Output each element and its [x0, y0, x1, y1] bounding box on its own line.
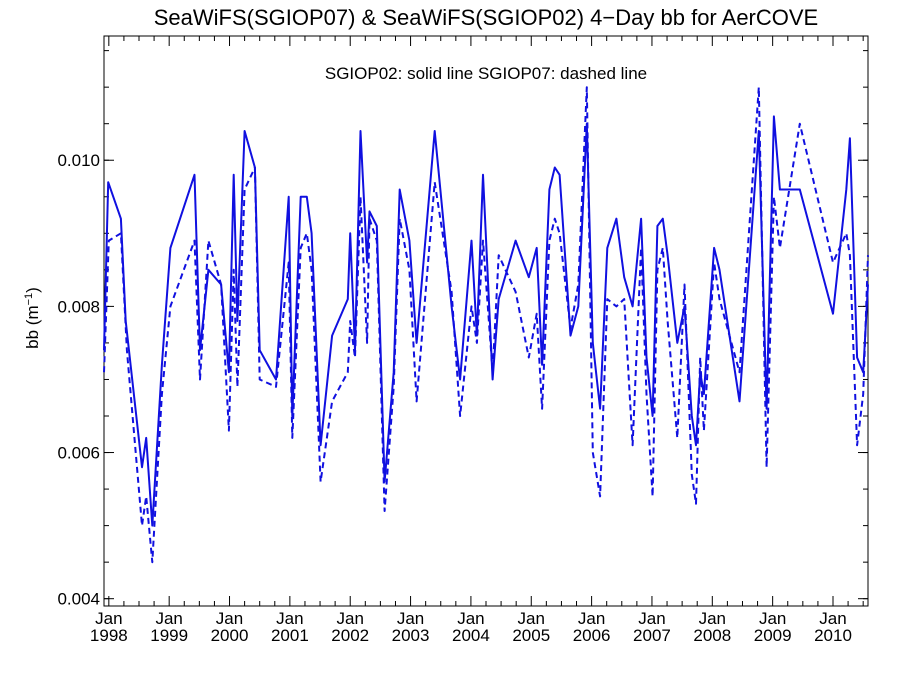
y-axis-label-close: ) [23, 287, 42, 293]
y-axis-label-exponent: −1 [23, 293, 35, 306]
x-axis: Jan1998Jan1999Jan2000Jan2001Jan2002Jan20… [90, 36, 864, 645]
x-tick-year-label: 2010 [814, 626, 852, 645]
y-axis: 0.004 0.006 0.008 0.010 [57, 50, 868, 609]
series-line-sgiop07 [103, 86, 869, 564]
x-tick-month-label: Jan [95, 609, 122, 628]
x-tick-year-label: 1998 [90, 626, 128, 645]
x-tick-month-label: Jan [518, 609, 545, 628]
x-tick-year-label: 1999 [150, 626, 188, 645]
x-tick-year-label: 2001 [271, 626, 309, 645]
x-tick-month-label: Jan [457, 609, 484, 628]
x-tick-year-label: 2009 [754, 626, 792, 645]
chart-title: SeaWiFS(SGIOP07) & SeaWiFS(SGIOP02) 4−Da… [154, 5, 819, 30]
x-tick-year-label: 2005 [512, 626, 550, 645]
x-tick-month-label: Jan [819, 609, 846, 628]
x-tick-year-label: 2003 [392, 626, 430, 645]
x-tick-month-label: Jan [155, 609, 182, 628]
series-layer [103, 86, 869, 564]
x-tick-year-label: 2000 [211, 626, 249, 645]
x-tick-month-label: Jan [397, 609, 424, 628]
x-tick-year-label: 2008 [693, 626, 731, 645]
y-tick-label: 0.008 [57, 297, 100, 316]
x-tick-month-label: Jan [638, 609, 665, 628]
x-tick-month-label: Jan [216, 609, 243, 628]
y-axis-label: bb (m−1) [23, 287, 42, 349]
x-tick-month-label: Jan [337, 609, 364, 628]
x-tick-year-label: 2002 [331, 626, 369, 645]
x-tick-year-label: 2004 [452, 626, 490, 645]
x-tick-year-label: 2006 [573, 626, 611, 645]
x-tick-month-label: Jan [759, 609, 786, 628]
x-tick-month-label: Jan [578, 609, 605, 628]
y-tick-label: 0.010 [57, 151, 100, 170]
series-line-sgiop02 [103, 115, 869, 527]
plot-frame [103, 35, 869, 607]
y-tick-label: 0.004 [57, 590, 100, 609]
x-tick-month-label: Jan [699, 609, 726, 628]
line-style-annotation: SGIOP02: solid line SGIOP07: dashed line [325, 64, 647, 83]
y-axis-label-main: bb (m [23, 305, 42, 348]
x-tick-month-label: Jan [276, 609, 303, 628]
y-tick-label: 0.006 [57, 444, 100, 463]
x-tick-year-label: 2007 [633, 626, 671, 645]
